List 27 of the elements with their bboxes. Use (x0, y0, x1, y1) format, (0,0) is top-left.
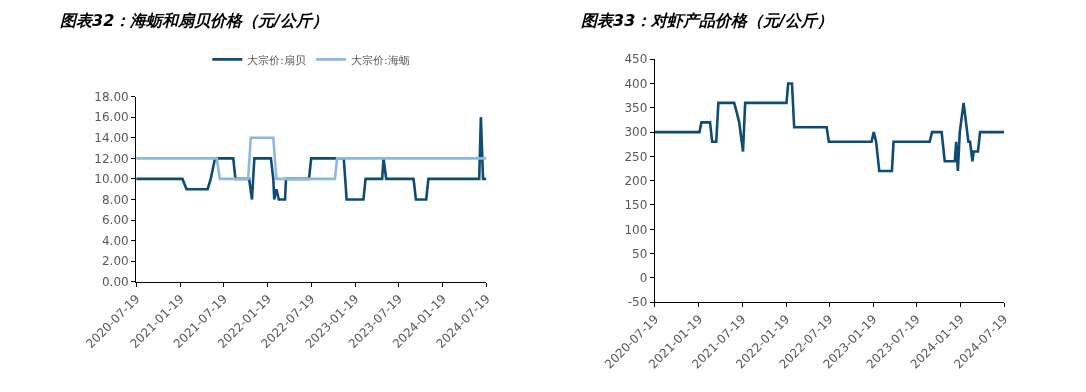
y-tick-label: 150 (624, 198, 648, 213)
y-tick-label: 8.00 (101, 192, 129, 207)
y-tick-label: 18.00 (94, 89, 129, 104)
line-series (654, 82, 1004, 173)
y-tick-label: 100 (624, 222, 648, 237)
y-tick-label: -50 (627, 295, 648, 310)
y-tick-label: 0 (639, 271, 648, 286)
y-tick-label: 400 (624, 76, 648, 91)
y-tick-label: 50 (632, 246, 648, 261)
y-tick-label: 350 (624, 100, 648, 115)
y-tick-label: 4.00 (101, 233, 129, 248)
y-tick-label: 450 (624, 52, 648, 67)
legend-label: 大宗价:扇贝 (247, 53, 307, 67)
y-tick-label: 0.00 (101, 275, 129, 290)
y-tick-label: 14.00 (94, 130, 129, 145)
y-tick-label: 16.00 (94, 110, 129, 125)
legend-label: 大宗价:海蛎 (351, 53, 410, 67)
y-tick-label: 10.00 (94, 172, 129, 187)
chart-title: 图表33：对虾产品价格（元/公斤） (581, 11, 834, 30)
y-tick-label: 300 (624, 125, 648, 140)
y-tick-label: 12.00 (94, 151, 129, 166)
chart-title: 图表32：海蛎和扇贝价格（元/公斤） (60, 11, 329, 30)
y-tick-label: 2.00 (101, 254, 129, 269)
y-tick-label: 200 (624, 173, 648, 188)
line-series (136, 115, 487, 201)
y-tick-label: 250 (624, 149, 648, 164)
y-tick-label: 6.00 (101, 213, 129, 228)
